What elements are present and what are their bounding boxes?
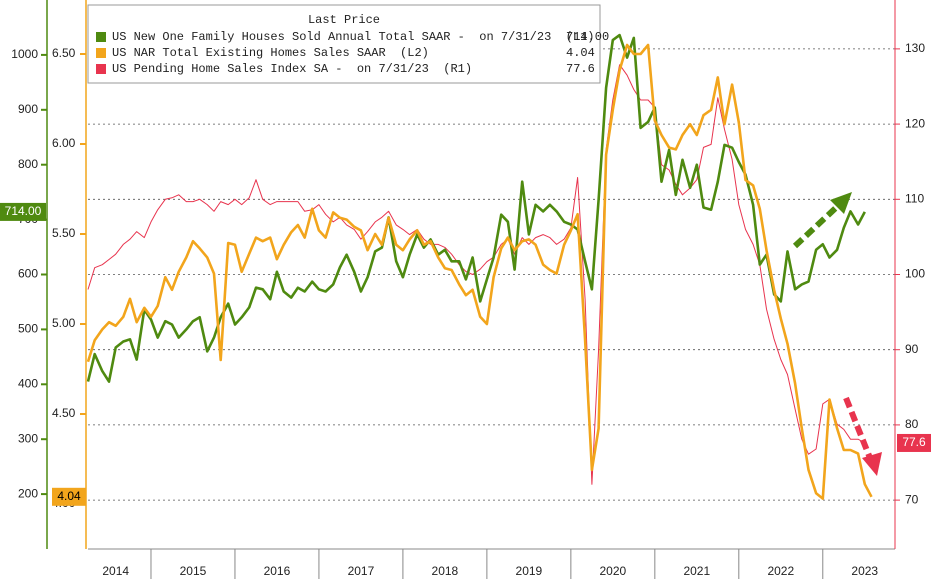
x-tick-label: 2022 (767, 564, 794, 578)
y2-tick-label: 5.00 (52, 316, 76, 330)
series-line (86, 43, 873, 500)
trend-arrow-up-head (830, 192, 852, 214)
y-tick-label: 300 (18, 431, 38, 445)
x-tick-label: 2017 (348, 564, 375, 578)
y2-tick-label: 5.50 (52, 226, 76, 240)
y-tick-label: 200 (18, 486, 38, 500)
legend-last-value: 77.6 (566, 62, 595, 76)
legend-swatch (96, 32, 106, 42)
y2-tick-label: 4.50 (52, 406, 76, 420)
x-tick-label: 2016 (264, 564, 291, 578)
axes-layer: 2014 2015 2016 2017 2018 2019 2020 2021 2022 2023… (11, 0, 925, 579)
y3-tick-label: 110 (905, 191, 924, 205)
legend-box (87, 4, 601, 84)
y-tick-label: 600 (18, 267, 38, 281)
y3-tick-label: 130 (905, 41, 925, 55)
y-tick-label: 400 (18, 376, 38, 390)
x-tick-label: 2014 (102, 564, 129, 578)
x-tick-label: 2019 (516, 564, 543, 578)
trend-arrow-up (792, 201, 843, 249)
y3-tick-label: 120 (905, 116, 925, 130)
y-tick-label: 1000 (11, 47, 38, 61)
x-tick-label: 2020 (599, 564, 626, 578)
legend-label: US NAR Total Existing Homes Sales SAAR (… (112, 46, 429, 60)
y2-tick-label: 6.00 (52, 136, 76, 150)
y3-tick-label: 90 (905, 342, 919, 356)
last-price-tag-label: 4.04 (57, 489, 81, 503)
x-tick-label: 2015 (180, 564, 207, 578)
y2-tick-label: 6.50 (52, 46, 76, 60)
y3-tick-label: 100 (905, 267, 925, 281)
legend-label: US New One Family Houses Sold Annual Tot… (112, 30, 594, 44)
legend-last-value: 4.04 (566, 46, 595, 60)
y3-tick-label: 80 (905, 417, 919, 431)
x-tick-label: 2018 (432, 564, 459, 578)
x-tick-label: 2021 (683, 564, 710, 578)
trend-arrow-down (843, 396, 873, 460)
legend: Last Price US New One Family Houses Sold… (87, 4, 609, 84)
lines-layer (86, 33, 873, 500)
y3-tick-label: 70 (905, 492, 919, 506)
y-tick-label: 500 (18, 322, 38, 336)
last-price-tag (897, 433, 931, 452)
y-tick-label: 900 (18, 102, 38, 116)
last-price-tag (0, 202, 46, 221)
legend-swatch (96, 48, 106, 58)
legend-last-value: 714.00 (566, 30, 609, 44)
x-tick-label: 2023 (851, 564, 878, 578)
y-tick-label: 800 (18, 157, 38, 171)
last-price-tag (52, 487, 86, 506)
trend-arrow-down-head (862, 452, 882, 476)
legend-label: US Pending Home Sales Index SA - on 7/31… (112, 62, 472, 76)
legend-title: Last Price (308, 13, 380, 27)
legend-swatch (96, 64, 106, 74)
last-price-tag-label: 714.00 (5, 204, 42, 218)
last-price-tag-label: 77.6 (902, 435, 926, 449)
